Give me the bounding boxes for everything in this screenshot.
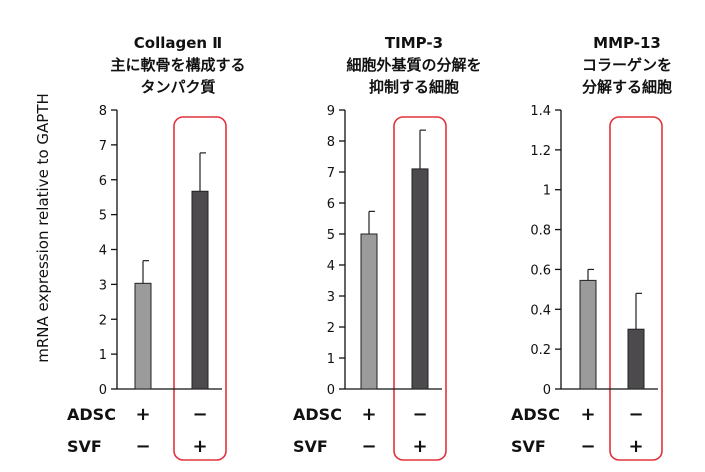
y-tick-label: 0.8 [530, 224, 551, 239]
bar [627, 328, 645, 390]
chart-title-line: TIMP-3 [385, 34, 443, 52]
y-tick-label: 3 [327, 290, 335, 305]
chart-title-line: タンパク質 [140, 78, 215, 96]
y-tick-label: 5 [327, 228, 335, 243]
chart-title-line: 細胞外基質の分解を [346, 56, 481, 74]
row-label-svf: SVF [511, 437, 546, 456]
y-tick-label: 1 [99, 348, 107, 363]
chart-title-line: Collagen Ⅱ [134, 34, 222, 52]
condition-sign: − [628, 404, 643, 425]
y-tick-label: 6 [327, 197, 335, 212]
y-tick-label: 2 [327, 321, 335, 336]
chart-title-line: MMP-13 [593, 34, 661, 52]
bar [191, 190, 209, 390]
chart-title-line: 主に軟骨を構成する [110, 56, 245, 74]
y-tick-label: 0 [99, 383, 107, 398]
y-tick-label: 0.2 [530, 343, 551, 358]
y-tick-label: 8 [327, 135, 335, 150]
y-tick-label: 7 [99, 139, 107, 154]
condition-sign: + [628, 436, 643, 457]
row-label-adsc: ADSC [511, 405, 560, 424]
y-tick-label: 0 [327, 383, 335, 398]
y-tick-label: 1 [543, 184, 551, 199]
bar [579, 279, 597, 390]
highlight-box [609, 116, 663, 461]
bar [360, 233, 378, 390]
y-tick-label: 9 [327, 104, 335, 119]
y-tick-label: 6 [99, 174, 107, 189]
row-label-adsc: ADSC [67, 405, 116, 424]
row-label-svf: SVF [293, 437, 328, 456]
y-tick-label: 2 [99, 313, 107, 328]
y-tick-label: 3 [99, 278, 107, 293]
y-tick-label: 5 [99, 209, 107, 224]
condition-sign: + [361, 404, 376, 425]
bar [134, 282, 152, 390]
condition-sign: + [192, 436, 207, 457]
y-tick-label: 0.4 [530, 303, 551, 318]
y-tick-label: 0 [543, 383, 551, 398]
y-tick-label: 4 [327, 259, 335, 274]
highlight-box [393, 116, 447, 461]
condition-sign: − [361, 436, 376, 457]
row-label-adsc: ADSC [293, 405, 342, 424]
y-tick-label: 1 [327, 352, 335, 367]
condition-sign: − [580, 436, 595, 457]
condition-sign: + [135, 404, 150, 425]
condition-sign: − [192, 404, 207, 425]
highlight-box [173, 116, 227, 461]
y-tick-label: 1.4 [530, 104, 551, 119]
y-tick-label: 0.6 [530, 263, 551, 278]
condition-sign: + [580, 404, 595, 425]
y-axis-label: mRNA expression relative to GAPTH [34, 93, 52, 363]
y-tick-label: 4 [99, 244, 107, 259]
y-tick-label: 8 [99, 104, 107, 119]
chart-title-line: コラーゲンを [582, 56, 672, 74]
condition-sign: − [412, 404, 427, 425]
row-label-svf: SVF [67, 437, 102, 456]
bar [411, 168, 429, 390]
y-tick-label: 7 [327, 166, 335, 181]
condition-sign: − [135, 436, 150, 457]
condition-sign: + [412, 436, 427, 457]
chart-title-line: 抑制する細胞 [369, 78, 459, 96]
chart-title-line: 分解する細胞 [582, 78, 672, 96]
y-tick-label: 1.2 [530, 144, 551, 159]
